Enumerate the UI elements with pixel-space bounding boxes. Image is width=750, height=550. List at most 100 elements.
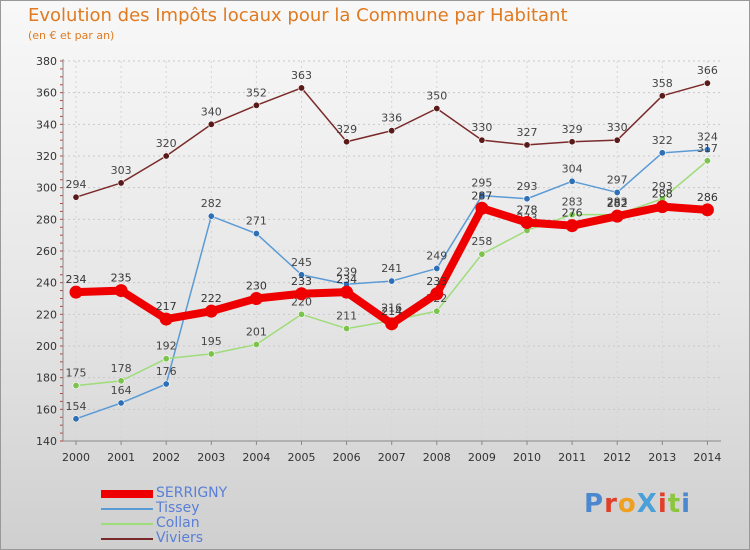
- x-tick-label: 2014: [693, 451, 721, 464]
- data-label-tissey: 241: [381, 262, 402, 275]
- data-label-viviers: 329: [562, 123, 583, 136]
- data-label-tissey: 322: [652, 134, 673, 147]
- data-label-tissey: 297: [607, 173, 628, 186]
- logo-letter: r: [604, 489, 618, 519]
- x-tick-label: 2008: [423, 451, 451, 464]
- data-label-tissey: 245: [291, 256, 312, 269]
- y-tick-label: 380: [36, 55, 57, 68]
- data-label-serrigny: 217: [156, 300, 177, 313]
- data-point-viviers: [703, 79, 711, 87]
- data-label-tissey: 304: [562, 162, 583, 175]
- data-point-viviers: [523, 141, 531, 149]
- y-tick-label: 360: [36, 87, 57, 100]
- data-label-serrigny: 214: [381, 305, 402, 318]
- data-label-collan: 283: [607, 196, 628, 209]
- y-tick-label: 280: [36, 213, 57, 226]
- data-point-tissey: [207, 212, 215, 220]
- data-point-collan: [568, 211, 576, 219]
- x-tick-label: 2005: [288, 451, 316, 464]
- data-point-serrigny: [249, 292, 263, 305]
- data-point-serrigny: [159, 312, 173, 326]
- data-label-tissey: 239: [336, 265, 357, 278]
- data-point-tissey: [388, 277, 396, 285]
- legend-swatch: [101, 508, 153, 510]
- data-point-viviers: [162, 152, 170, 160]
- logo-letter: t: [667, 489, 682, 519]
- logo-letter: i: [681, 489, 692, 519]
- data-label-viviers: 350: [426, 90, 447, 103]
- data-point-tissey: [117, 399, 125, 407]
- data-point-serrigny: [520, 216, 534, 229]
- data-point-serrigny: [385, 317, 399, 331]
- data-label-viviers: 352: [246, 86, 267, 99]
- data-point-viviers: [72, 193, 80, 201]
- data-point-viviers: [388, 127, 396, 135]
- legend-label: SERRIGNY: [156, 485, 228, 501]
- data-label-collan: 178: [111, 362, 132, 375]
- data-label-serrigny: 233: [291, 275, 312, 288]
- y-tick-label: 260: [36, 245, 57, 258]
- y-tick-label: 240: [36, 277, 57, 290]
- data-point-collan: [297, 310, 305, 318]
- data-label-collan: 192: [156, 340, 177, 353]
- data-label-viviers: 320: [156, 137, 177, 150]
- data-label-collan: 283: [562, 196, 583, 209]
- x-tick-label: 2009: [468, 451, 496, 464]
- x-tick-label: 2004: [242, 451, 270, 464]
- data-point-collan: [207, 350, 215, 358]
- data-label-collan: 258: [471, 235, 492, 248]
- data-label-collan: 317: [697, 142, 718, 155]
- data-point-collan: [72, 382, 80, 390]
- data-label-serrigny: 282: [607, 197, 628, 210]
- data-label-serrigny: 288: [652, 188, 673, 201]
- data-point-serrigny: [114, 284, 128, 298]
- data-point-tissey: [297, 271, 305, 279]
- x-tick-label: 2003: [197, 451, 225, 464]
- data-label-tissey: 295: [471, 177, 492, 190]
- legend-label: Viviers: [156, 530, 203, 546]
- logo-letter: o: [617, 489, 637, 519]
- logo-letter: X: [636, 489, 658, 519]
- data-label-serrigny: 278: [517, 204, 538, 217]
- data-label-collan: 175: [66, 367, 87, 380]
- data-point-tissey: [252, 230, 260, 238]
- data-point-viviers: [568, 138, 576, 146]
- x-tick-label: 2010: [513, 451, 541, 464]
- y-tick-label: 200: [36, 340, 57, 353]
- y-tick-label: 220: [36, 308, 57, 321]
- data-label-serrigny: 287: [471, 189, 492, 202]
- data-point-tissey: [703, 146, 711, 154]
- data-point-tissey: [613, 188, 621, 196]
- data-label-serrigny: 235: [111, 272, 132, 285]
- data-label-viviers: 294: [66, 178, 87, 191]
- data-point-serrigny: [69, 285, 83, 299]
- data-point-tissey: [568, 177, 576, 185]
- data-point-serrigny: [655, 200, 669, 214]
- data-point-viviers: [252, 101, 260, 109]
- data-point-viviers: [433, 105, 441, 113]
- data-label-viviers: 363: [291, 69, 312, 82]
- y-tick-label: 320: [36, 150, 57, 163]
- data-label-collan: 201: [246, 325, 267, 338]
- data-label-viviers: 340: [201, 105, 222, 118]
- data-label-tissey: 324: [697, 131, 718, 144]
- x-tick-label: 2006: [333, 451, 361, 464]
- data-point-collan: [343, 325, 351, 333]
- data-point-collan: [117, 377, 125, 385]
- y-tick-label: 180: [36, 372, 57, 385]
- data-point-serrigny: [565, 219, 579, 233]
- data-label-serrigny: 234: [336, 273, 357, 286]
- data-label-viviers: 336: [381, 112, 402, 125]
- chart-subtitle: (en € et par an): [28, 29, 115, 42]
- data-point-collan: [162, 355, 170, 363]
- data-label-viviers: 358: [652, 77, 673, 90]
- data-label-collan: 293: [652, 180, 673, 193]
- data-label-serrigny: 234: [66, 273, 87, 286]
- data-point-viviers: [343, 138, 351, 146]
- data-point-viviers: [613, 136, 621, 144]
- data-point-tissey: [658, 149, 666, 157]
- legend-swatch: [101, 490, 153, 498]
- data-point-collan: [703, 157, 711, 165]
